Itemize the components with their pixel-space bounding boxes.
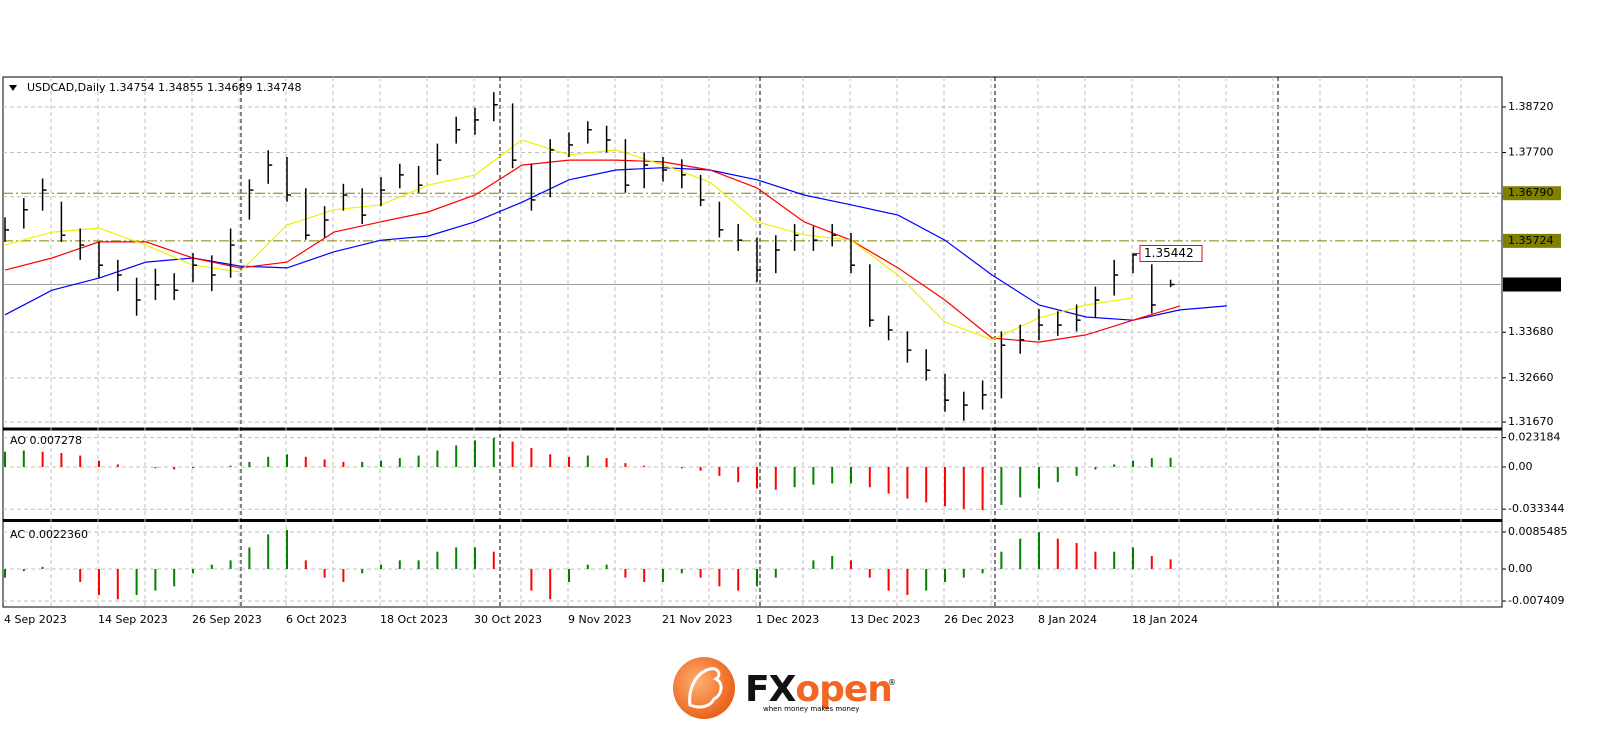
x-tick-label: 4 Sep 2023 bbox=[4, 613, 67, 626]
y-tick-label: -0.007409 bbox=[1508, 594, 1564, 607]
x-tick-label: 26 Dec 2023 bbox=[944, 613, 1014, 626]
current-price-label: 1.34748 bbox=[1508, 277, 1554, 290]
x-tick-label: 18 Oct 2023 bbox=[380, 613, 448, 626]
y-tick-label: 0.023184 bbox=[1508, 431, 1561, 444]
y-tick-label: -0.033344 bbox=[1508, 502, 1564, 515]
x-tick-label: 6 Oct 2023 bbox=[286, 613, 347, 626]
level-label-box bbox=[1503, 233, 1561, 248]
level-label-box bbox=[1503, 186, 1561, 201]
y-tick-label: 1.33680 bbox=[1508, 325, 1554, 338]
moving-average-line bbox=[4, 159, 1181, 343]
ao-title: AO 0.007278 bbox=[10, 434, 82, 447]
brand-fx: FX bbox=[745, 669, 797, 710]
chart: USDCAD,Daily 1.34754 1.34855 1.34689 1.3… bbox=[2, 76, 1568, 626]
x-tick-label: 14 Sep 2023 bbox=[98, 613, 168, 626]
logo-emblem bbox=[673, 657, 735, 719]
registered-mark: ® bbox=[888, 678, 896, 687]
brand: FXopen bbox=[745, 669, 892, 710]
ac-title: AC 0.0022360 bbox=[10, 528, 88, 541]
tagline: when money makes money bbox=[763, 705, 859, 713]
current-price-box bbox=[1503, 277, 1561, 292]
level-label: 1.35724 bbox=[1508, 234, 1554, 247]
y-tick-label: 1.32660 bbox=[1508, 371, 1554, 384]
y-tick-label: 0.00 bbox=[1508, 460, 1533, 473]
y-tick-label: 1.37700 bbox=[1508, 146, 1554, 159]
logo-dragon bbox=[688, 667, 723, 709]
brand-open: open bbox=[795, 669, 892, 710]
x-tick-label: 8 Jan 2024 bbox=[1038, 613, 1097, 626]
level-label: 1.36790 bbox=[1508, 186, 1554, 199]
annotation-box bbox=[1139, 244, 1203, 262]
y-tick-label: 1.38720 bbox=[1508, 100, 1554, 113]
chart-title: USDCAD,Daily 1.34754 1.34855 1.34689 1.3… bbox=[27, 81, 301, 94]
x-tick-label: 9 Nov 2023 bbox=[568, 613, 631, 626]
x-tick-label: 21 Nov 2023 bbox=[662, 613, 732, 626]
y-tick-label: 0.0085485 bbox=[1508, 525, 1568, 538]
chart-frame bbox=[2, 76, 1503, 608]
x-tick-label: 13 Dec 2023 bbox=[850, 613, 920, 626]
x-tick-label: 26 Sep 2023 bbox=[192, 613, 262, 626]
symbol-menu-arrow[interactable] bbox=[9, 85, 17, 91]
y-tick-label: 1.31670 bbox=[1508, 415, 1554, 428]
footer-logo: FXopen ® when money makes money bbox=[673, 657, 896, 719]
y-tick-label: 0.00 bbox=[1508, 562, 1533, 575]
x-tick-label: 1 Dec 2023 bbox=[756, 613, 819, 626]
annotation-label: 1.35442 bbox=[1144, 246, 1194, 260]
x-tick-label: 30 Oct 2023 bbox=[474, 613, 542, 626]
x-tick-label: 18 Jan 2024 bbox=[1132, 613, 1198, 626]
